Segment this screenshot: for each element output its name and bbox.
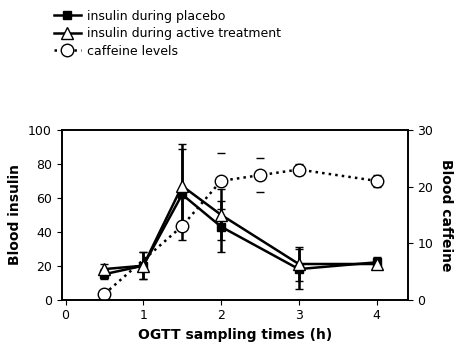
- X-axis label: OGTT sampling times (h): OGTT sampling times (h): [137, 328, 332, 342]
- Y-axis label: Blood insulin: Blood insulin: [9, 164, 22, 265]
- Y-axis label: Blood caffeine: Blood caffeine: [438, 158, 453, 271]
- Legend: insulin during placebo, insulin during active treatment, caffeine levels: insulin during placebo, insulin during a…: [54, 10, 282, 58]
